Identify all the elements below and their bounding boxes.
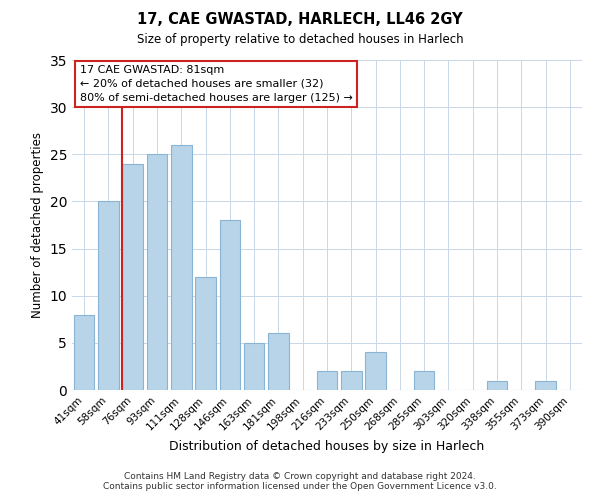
Y-axis label: Number of detached properties: Number of detached properties	[31, 132, 44, 318]
Bar	[487, 380, 508, 390]
Bar	[317, 371, 337, 390]
Text: 17 CAE GWASTAD: 81sqm
← 20% of detached houses are smaller (32)
80% of semi-deta: 17 CAE GWASTAD: 81sqm ← 20% of detached …	[80, 65, 353, 103]
Bar	[268, 334, 289, 390]
Bar	[365, 352, 386, 390]
Bar	[195, 277, 216, 390]
Bar	[74, 314, 94, 390]
X-axis label: Distribution of detached houses by size in Harlech: Distribution of detached houses by size …	[169, 440, 485, 453]
Text: Size of property relative to detached houses in Harlech: Size of property relative to detached ho…	[137, 32, 463, 46]
Text: 17, CAE GWASTAD, HARLECH, LL46 2GY: 17, CAE GWASTAD, HARLECH, LL46 2GY	[137, 12, 463, 28]
Bar	[98, 202, 119, 390]
Bar	[535, 380, 556, 390]
Bar	[171, 145, 191, 390]
Text: Contains public sector information licensed under the Open Government Licence v3: Contains public sector information licen…	[103, 482, 497, 491]
Bar	[244, 343, 265, 390]
Text: Contains HM Land Registry data © Crown copyright and database right 2024.: Contains HM Land Registry data © Crown c…	[124, 472, 476, 481]
Bar	[341, 371, 362, 390]
Bar	[414, 371, 434, 390]
Bar	[122, 164, 143, 390]
Bar	[220, 220, 240, 390]
Bar	[146, 154, 167, 390]
